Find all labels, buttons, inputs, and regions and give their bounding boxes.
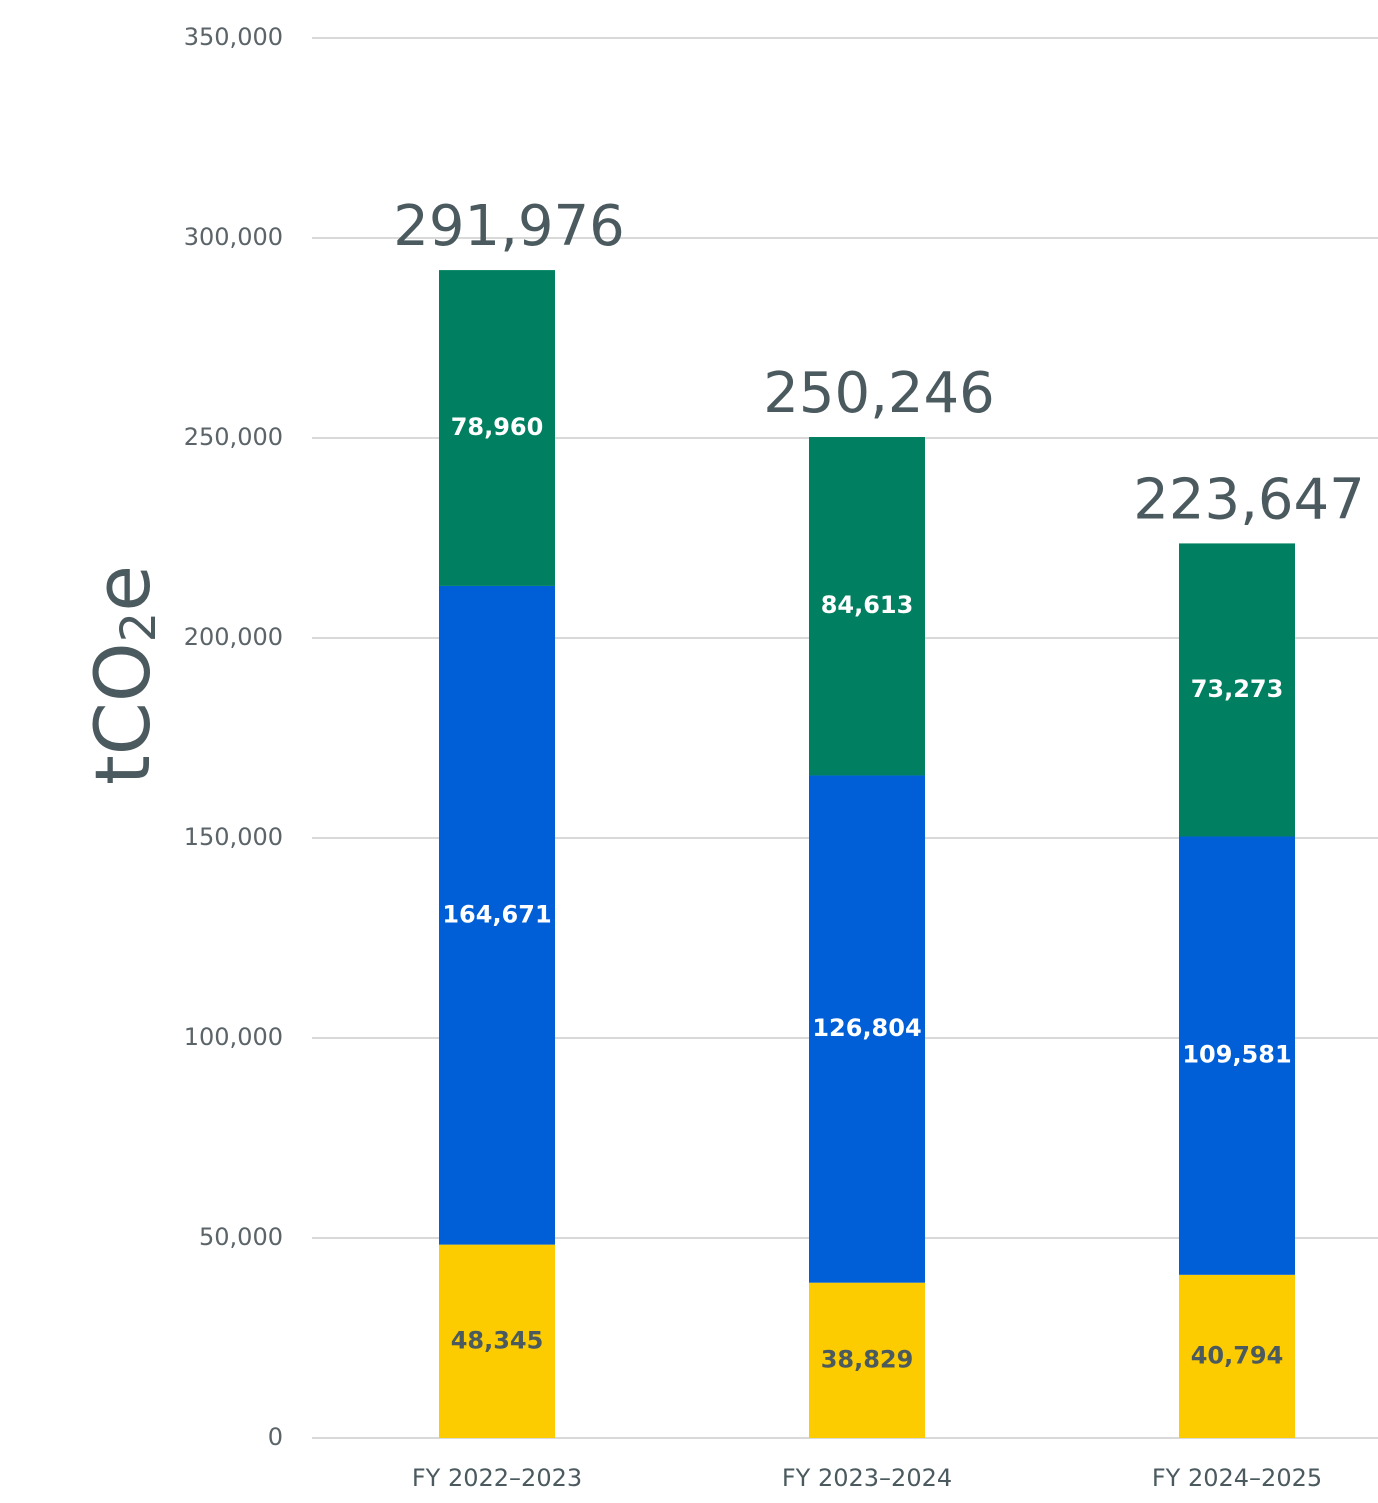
y-tick-label: 200,000	[184, 623, 283, 651]
segment-label: 48,345	[451, 1326, 544, 1354]
bar-segment	[1179, 836, 1295, 1275]
bar-segment	[439, 1244, 555, 1438]
y-tick-label: 250,000	[184, 423, 283, 451]
x-tick-label: FY 2022–2023	[412, 1464, 582, 1492]
total-label: 223,647	[1133, 468, 1365, 533]
y-axis-label-text: tCO	[78, 642, 167, 785]
segment-label: 126,804	[812, 1014, 921, 1042]
bar-segment	[439, 270, 555, 586]
y-tick-label: 150,000	[184, 823, 283, 851]
x-tick-label: FY 2023–2024	[782, 1464, 952, 1492]
bar-segment	[809, 1282, 925, 1438]
segment-label: 109,581	[1182, 1041, 1291, 1069]
y-axis-label-sub: 2	[111, 612, 167, 643]
segment-label: 84,613	[821, 591, 914, 619]
bar-segment	[809, 775, 925, 1283]
bar-segment	[1179, 1274, 1295, 1438]
segment-label: 38,829	[821, 1345, 914, 1373]
bar-segment	[1179, 543, 1295, 837]
y-tick-label: 350,000	[184, 23, 283, 51]
y-tick-label: 0	[268, 1423, 283, 1451]
y-axis-label-text: e	[78, 565, 167, 612]
y-axis-label: tCO2e	[78, 565, 167, 785]
segment-label: 40,794	[1191, 1341, 1284, 1369]
segment-label: 78,960	[451, 413, 544, 441]
y-tick-label: 300,000	[184, 223, 283, 251]
bar-segment	[809, 437, 925, 776]
segment-label: 164,671	[442, 900, 551, 928]
bar-segment	[439, 585, 555, 1245]
y-tick-label: 100,000	[184, 1023, 283, 1051]
total-label: 291,976	[393, 194, 625, 259]
segment-label: 73,273	[1191, 675, 1284, 703]
x-tick-label: FY 2024–2025	[1152, 1464, 1322, 1492]
y-tick-label: 50,000	[199, 1223, 283, 1251]
total-label: 250,246	[763, 361, 995, 426]
